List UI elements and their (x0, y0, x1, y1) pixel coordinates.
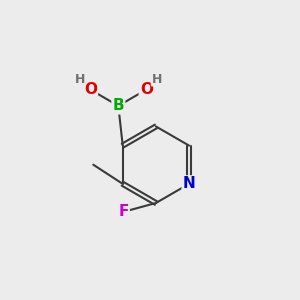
Text: B: B (112, 98, 124, 113)
Text: N: N (183, 176, 195, 191)
Text: H: H (75, 73, 85, 86)
Text: F: F (118, 204, 129, 219)
Text: O: O (140, 82, 153, 97)
Text: H: H (152, 73, 162, 86)
Text: O: O (84, 82, 97, 97)
